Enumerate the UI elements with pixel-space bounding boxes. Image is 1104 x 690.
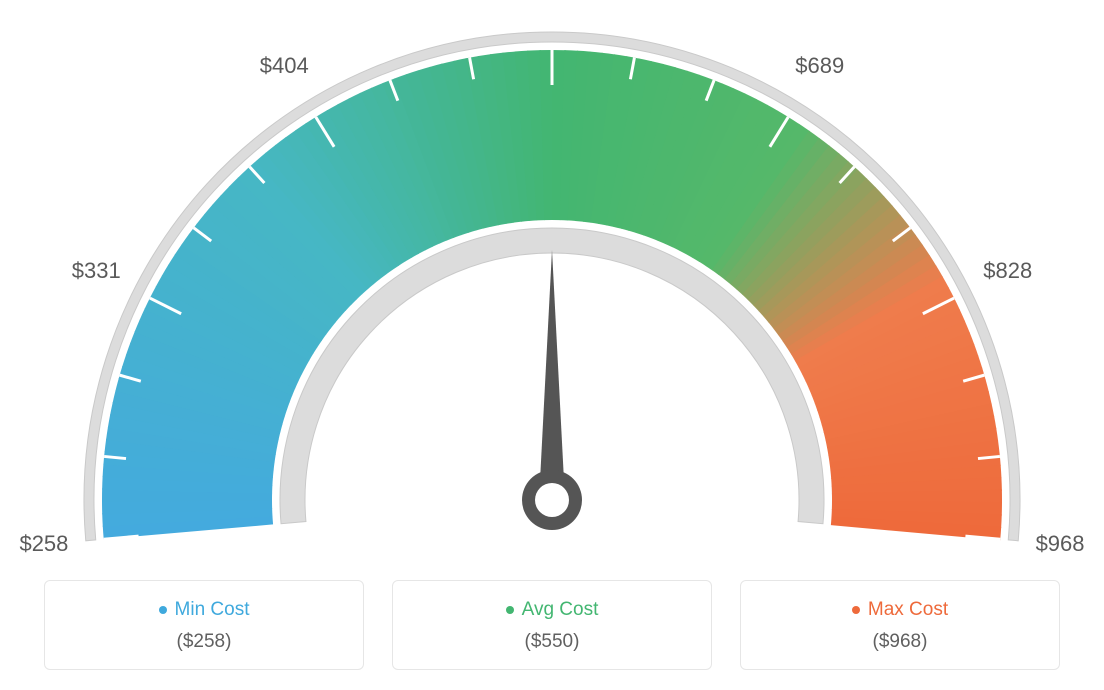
dot-icon bbox=[159, 606, 167, 614]
dot-icon bbox=[506, 606, 514, 614]
legend-value: ($968) bbox=[751, 631, 1049, 653]
gauge-tick-label: $331 bbox=[72, 258, 121, 284]
gauge-tick-label: $689 bbox=[795, 53, 844, 79]
gauge-tick-label: $550 bbox=[528, 0, 577, 3]
dot-icon bbox=[852, 606, 860, 614]
gauge-tick-label: $968 bbox=[1036, 531, 1085, 557]
legend-value: ($550) bbox=[403, 631, 701, 653]
legend-card-min: Min Cost ($258) bbox=[44, 580, 364, 670]
gauge-tick-label: $404 bbox=[260, 53, 309, 79]
gauge-tick-label: $828 bbox=[983, 258, 1032, 284]
legend-label: Max Cost bbox=[868, 599, 948, 621]
legend-card-avg: Avg Cost ($550) bbox=[392, 580, 712, 670]
legend-value: ($258) bbox=[55, 631, 353, 653]
legend: Min Cost ($258) Avg Cost ($550) Max Cost… bbox=[0, 580, 1104, 670]
cost-gauge: $258 $331 $404 $550 $689 $828 $968 bbox=[0, 0, 1104, 560]
legend-label: Min Cost bbox=[175, 599, 250, 621]
legend-card-max: Max Cost ($968) bbox=[740, 580, 1060, 670]
gauge-tick-label: $258 bbox=[19, 531, 68, 557]
legend-label: Avg Cost bbox=[522, 599, 599, 621]
